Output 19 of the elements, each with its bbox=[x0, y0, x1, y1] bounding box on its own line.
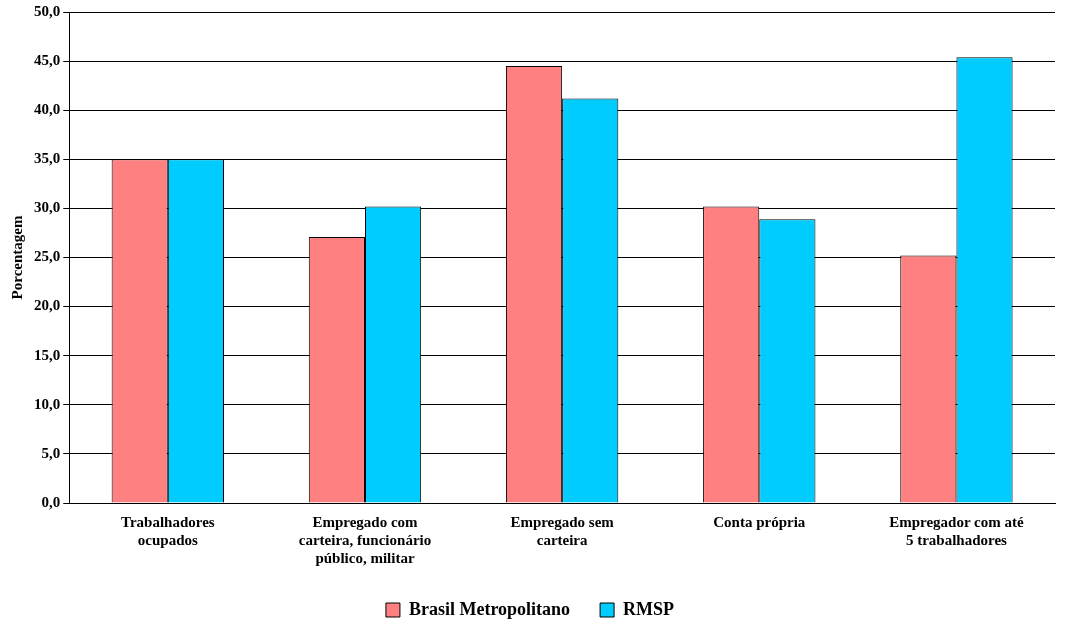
y-tick-label: 40,0 bbox=[34, 101, 61, 118]
legend-label: RMSP bbox=[623, 598, 675, 619]
y-tick-label: 25,0 bbox=[34, 248, 61, 265]
y-tick-label: 5,0 bbox=[41, 444, 61, 461]
y-axis-title: Porcentagem bbox=[8, 215, 25, 300]
y-tick-label: 20,0 bbox=[34, 297, 61, 314]
y-tick-label: 45,0 bbox=[34, 51, 61, 68]
y-tick-label: 30,0 bbox=[34, 199, 61, 216]
x-tick-label: Trabalhadores ocupados bbox=[121, 513, 215, 548]
x-tick-label: Empregador com até 5 trabalhadores bbox=[889, 513, 1024, 548]
y-tick-label: 10,0 bbox=[34, 395, 61, 412]
legend-label: Brasil Metropolitano bbox=[408, 598, 571, 619]
y-tick-label: 0,0 bbox=[41, 493, 61, 510]
x-tick-label: Empregado sem carteira bbox=[510, 513, 615, 548]
y-tick-label: 15,0 bbox=[34, 346, 61, 363]
y-tick-label: 35,0 bbox=[34, 150, 61, 167]
x-tick-label: Empregado com carteira, funcionário público, militar bbox=[298, 513, 432, 566]
y-tick-label: 50,0 bbox=[34, 2, 61, 19]
x-tick-label: Conta própria bbox=[713, 513, 806, 530]
